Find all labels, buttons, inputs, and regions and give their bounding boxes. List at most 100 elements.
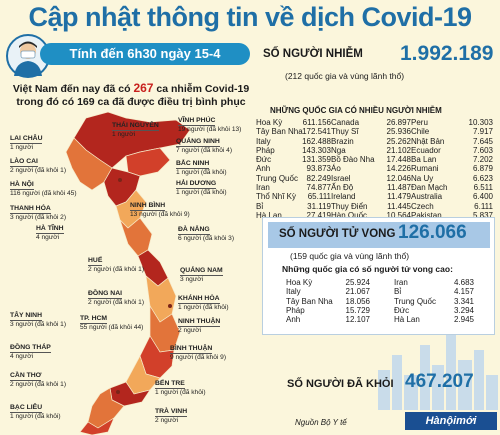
table-value: 6.400: [472, 192, 493, 202]
province-label: HẢI DƯƠNG 1 người (đã khỏi): [176, 180, 227, 196]
table-country: Tây Ban Nha: [286, 296, 333, 306]
province-label: ĐỒNG THÁP 4 người: [10, 344, 51, 360]
table-value: 611.156: [302, 118, 331, 127]
province-label: TÂY NINH 3 người (đã khỏi 1): [10, 312, 67, 328]
province-label: NINH BÌNH 13 người (đã khỏi 9): [130, 202, 190, 218]
province-label: TP. HCM 55 người (đã khỏi 44): [80, 315, 144, 331]
province-label: QUẢNG NAM 3 người: [180, 267, 223, 283]
vietnam-summary: Việt Nam đến nay đã có 267 ca nhiễm Covi…: [6, 82, 256, 109]
infected-count: 1.992.189: [400, 42, 494, 65]
table-value: 3.294: [453, 305, 474, 315]
table-country: Hà Lan: [394, 315, 420, 325]
province-label: LAI CHÂU 1 người: [10, 135, 43, 151]
province-label: THANH HÓA 3 người (đã khỏi 2): [10, 205, 67, 221]
infected-table-heading: NHỮNG QUỐC GIA CÓ NHIỀU NGƯỜI NHIỄM: [270, 106, 442, 115]
table-value: 2.945: [453, 315, 474, 325]
table-country: Iran: [256, 183, 270, 193]
table-row: Iran 74.877Ấn Độ 11.487Đan Mạch 6.511: [256, 183, 493, 192]
table-value: 131.359: [302, 155, 331, 165]
province-label: LÀO CAI 2 người (đã khỏi 1): [10, 158, 67, 174]
infected-heading: SỐ NGƯỜI NHIỄM: [263, 48, 363, 60]
table-country: Tây Ban Nha: [256, 127, 303, 137]
vn-line2: trong đó có 169 ca đã được điều trị bình…: [16, 96, 246, 108]
table-country: Na Uy: [411, 173, 434, 183]
table-value: 10.564: [386, 210, 411, 220]
table-value: 7.202: [472, 155, 493, 165]
province-label: BẮC NINH 1 người (đã khỏi): [176, 160, 227, 176]
deaths-heading: SỐ NGƯỜI TỬ VONG: [279, 228, 396, 240]
table-value: 4.683: [453, 278, 474, 287]
province-label: NINH THUẬN 2 người: [178, 318, 221, 334]
table-country: Nhật Bản: [411, 136, 445, 146]
table-value: 12.107: [345, 315, 370, 325]
vn-line1-pre: Việt Nam đến nay đã có: [12, 83, 131, 95]
province-label: BẾN TRE 1 người (đã khỏi): [155, 380, 206, 396]
province-label: BẠC LIÊU 1 người (đã khỏi): [10, 404, 61, 420]
table-row: Pháp 143.303Nga 21.102Ecuador 7.603: [256, 146, 493, 155]
table-country: Thụy Điển: [331, 201, 368, 211]
table-country: Israel: [331, 173, 351, 183]
table-value: 18.056: [345, 296, 370, 306]
table-country: Trung Quốc: [256, 173, 298, 183]
table-value: 25.936: [386, 127, 411, 137]
table-country: Iran: [394, 278, 408, 287]
table-value: 25.262: [386, 136, 411, 146]
table-value: 6.879: [472, 164, 493, 174]
deaths-count: 126.066: [398, 222, 467, 243]
table-country: Trung Quốc: [394, 296, 436, 306]
table-country: Rumani: [411, 164, 439, 174]
table-value: 74.877: [306, 183, 331, 193]
province-label: HUẾ 2 người (đã khỏi 1): [88, 257, 145, 273]
province-label: KHÁNH HÒA 1 người (đã khỏi): [178, 295, 229, 311]
province-label: VĨNH PHÚC 19 người (đã khỏi 13): [178, 117, 242, 133]
infected-table: Hoa Kỳ 611.156Canada 26.897Peru 10.303 Tây B…: [256, 118, 493, 220]
table-value: 7.917: [472, 127, 493, 137]
table-country: Ba Lan: [411, 155, 437, 165]
table-row: Trung Quốc 82.249Israel 12.046Na Uy 6.623: [256, 174, 493, 183]
table-value: 10.303: [468, 118, 493, 127]
deaths-table: Hoa Kỳ 25.924 Iran 4.683 Italy 21.067 Bỉ 4.157 T…: [286, 278, 474, 324]
page-title: Cập nhật thông tin về dịch Covid-19: [28, 2, 472, 32]
table-value: 6.111: [474, 201, 493, 211]
table-country: Hàn Quốc: [331, 210, 368, 220]
table-value: 25.924: [345, 278, 370, 287]
table-country: Nga: [331, 145, 346, 155]
province-label: ĐỒNG NAI 2 người (đã khỏi 1): [88, 290, 145, 306]
table-value: 11.479: [387, 192, 411, 202]
table-country: Pháp: [286, 305, 305, 315]
province-label: CẦN THƠ 2 người (đã khỏi 1): [10, 372, 67, 388]
table-value: 4.157: [453, 287, 474, 297]
table-row: Anh 93.873Áo 14.226Rumani 6.879: [256, 164, 493, 173]
deaths-subtitle: (159 quốc gia và vùng lãnh thổ): [290, 251, 410, 261]
city-skyline-icon: [378, 335, 498, 410]
table-row: Italy 21.067 Bỉ 4.157: [286, 287, 474, 296]
table-value: 14.226: [386, 164, 411, 174]
province-label: QUẢNG NINH 7 người (đã khỏi 4): [176, 138, 233, 154]
table-value: 21.067: [345, 287, 370, 297]
deaths-header-band: [268, 222, 490, 248]
table-country: Anh: [286, 315, 301, 325]
table-country: Italy: [286, 287, 301, 297]
table-value: 7.603: [472, 145, 493, 155]
table-country: Bỉ: [256, 201, 264, 211]
table-country: Áo: [331, 164, 341, 174]
table-country: Ireland: [331, 192, 356, 202]
table-row: Hoa Kỳ 25.924 Iran 4.683: [286, 278, 474, 287]
date-banner: Tính đến 6h30 ngày 15-4: [40, 43, 250, 65]
table-country: Anh: [256, 164, 271, 174]
table-value: 5.837: [472, 210, 493, 220]
table-country: Peru: [411, 118, 428, 127]
table-value: 11.445: [387, 201, 411, 211]
table-row: Tây Ban Nha 18.056 Trung Quốc 3.341: [286, 297, 474, 306]
table-row: Anh 12.107 Hà Lan 2.945: [286, 315, 474, 324]
province-label: HÀ TĨNH 4 người: [36, 225, 64, 241]
table-row: Pháp 15.729 Đức 3.294: [286, 306, 474, 315]
table-country: Hoa Kỳ: [286, 278, 313, 287]
table-country: Pháp: [256, 145, 275, 155]
recovered-heading: SỐ NGƯỜI ĐÃ KHỎI: [287, 378, 394, 390]
table-value: 27.419: [306, 210, 331, 220]
table-value: 11.487: [387, 183, 411, 193]
table-row: Hoa Kỳ 611.156Canada 26.897Peru 10.303: [256, 118, 493, 127]
table-country: Ấn Độ: [331, 183, 354, 193]
table-country: Đan Mạch: [411, 183, 448, 193]
